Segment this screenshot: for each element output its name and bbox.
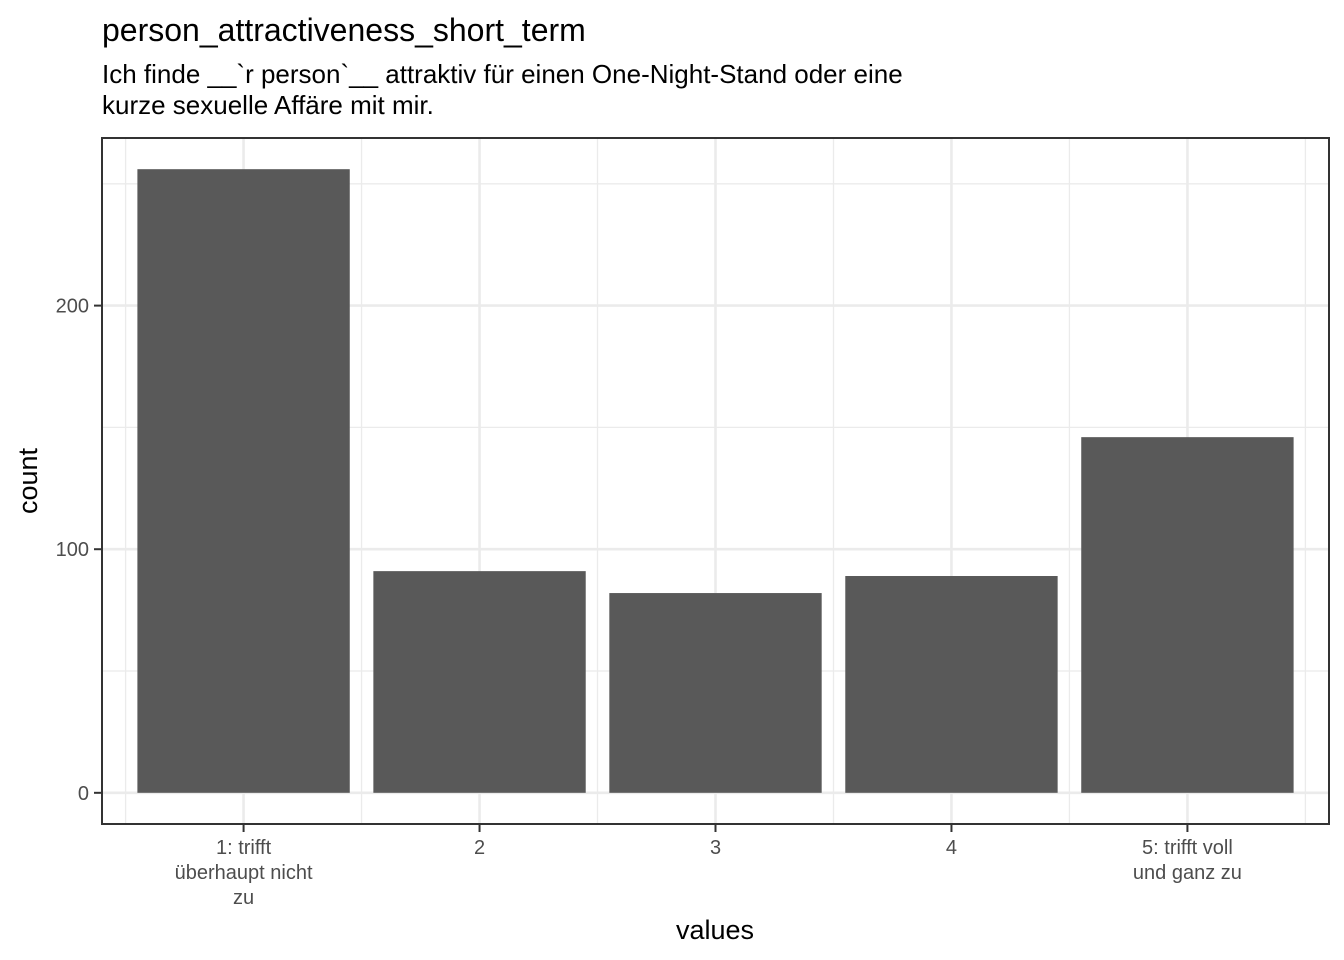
x-axis-title: values bbox=[676, 915, 754, 945]
x-tick-label-line: 3 bbox=[710, 837, 721, 859]
bar bbox=[845, 576, 1058, 793]
x-tick-label: 4 bbox=[946, 837, 957, 859]
x-tick-label-line: 4 bbox=[946, 837, 957, 859]
subtitle-line-1: Ich finde __`r person`__ attraktiv für e… bbox=[102, 59, 903, 89]
bar bbox=[1081, 437, 1294, 793]
plot-area: 0 100 200 1: trifft überhaupt nicht zu 2 3 4 5: t… bbox=[56, 137, 1330, 909]
bar bbox=[373, 571, 586, 793]
y-tick-label: 200 bbox=[56, 296, 89, 318]
x-tick-label-line: zu bbox=[233, 887, 254, 909]
subtitle-line-2: kurze sexuelle Affäre mit mir. bbox=[102, 90, 434, 120]
x-tick-label-line: 1: trifft bbox=[216, 837, 272, 859]
x-tick-label: 1: trifft überhaupt nicht zu bbox=[175, 837, 313, 909]
x-tick-label-line: überhaupt nicht bbox=[175, 862, 313, 884]
x-tick-label-line: 2 bbox=[474, 837, 485, 859]
y-tick-label: 0 bbox=[78, 783, 89, 805]
x-tick-label-line: und ganz zu bbox=[1133, 862, 1242, 884]
x-tick-label: 3 bbox=[710, 837, 721, 859]
x-tick-label: 5: trifft voll und ganz zu bbox=[1133, 837, 1242, 884]
chart-subtitle: Ich finde __`r person`__ attraktiv für e… bbox=[102, 59, 910, 120]
bar bbox=[137, 169, 350, 793]
x-tick-label-line: 5: trifft voll bbox=[1142, 837, 1233, 859]
chart-title: person_attractiveness_short_term bbox=[102, 12, 586, 48]
bar bbox=[609, 593, 822, 793]
x-tick-label: 2 bbox=[474, 837, 485, 859]
y-axis-title: count bbox=[13, 447, 43, 514]
y-tick-label: 100 bbox=[56, 539, 89, 561]
